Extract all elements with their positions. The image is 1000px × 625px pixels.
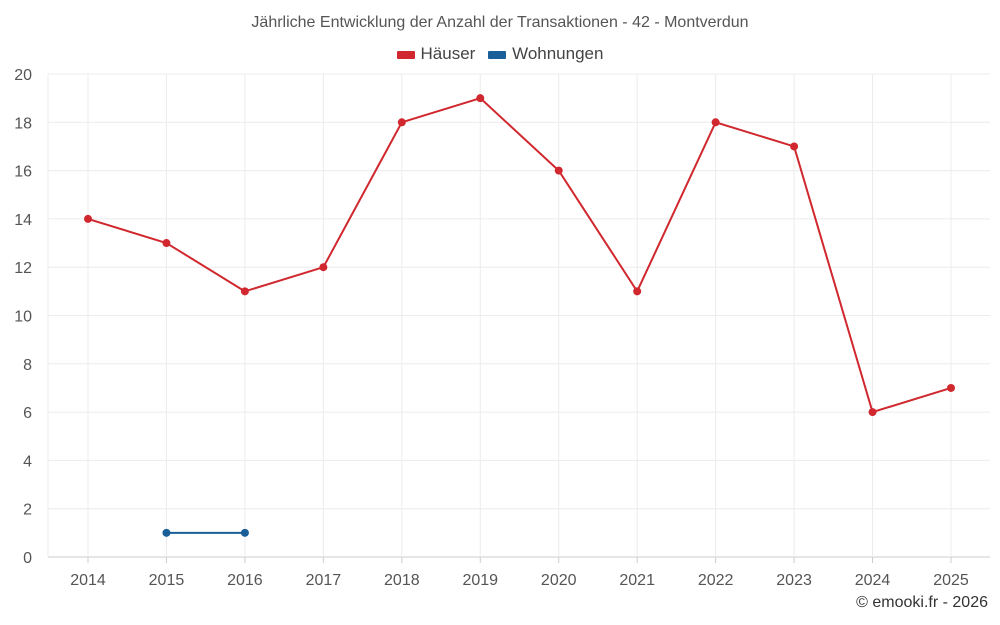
data-point-haeuser[interactable] <box>319 263 328 272</box>
credit-text: © emooki.fr - 2026 <box>856 594 988 611</box>
y-tick-label: 8 <box>23 357 32 374</box>
chart-legend: Häuser Wohnungen <box>0 44 1000 64</box>
data-point-haeuser[interactable] <box>397 118 406 127</box>
legend-label-wohnungen: Wohnungen <box>512 44 604 63</box>
data-point-haeuser[interactable] <box>554 166 563 175</box>
y-tick-label: 10 <box>14 309 32 326</box>
legend-swatch-haeuser <box>396 50 415 59</box>
data-point-haeuser[interactable] <box>868 408 877 417</box>
chart-title: Jährliche Entwicklung der Anzahl der Tra… <box>251 14 749 31</box>
x-tick-label: 2015 <box>149 572 185 589</box>
x-tick-label: 2016 <box>227 572 263 589</box>
y-tick-label: 14 <box>14 212 32 229</box>
data-point-wohnungen[interactable] <box>162 528 171 537</box>
series-line-haeuser <box>87 97 952 414</box>
x-tick-label: 2019 <box>462 572 498 589</box>
legend-item-wohnungen[interactable]: Wohnungen <box>488 44 603 64</box>
x-tick-label: 2014 <box>70 572 106 589</box>
legend-label-haeuser: Häuser <box>420 44 476 63</box>
x-tick-label: 2025 <box>933 572 969 589</box>
y-tick-label: 16 <box>14 164 32 181</box>
data-point-wohnungen[interactable] <box>240 528 249 537</box>
x-tick-label: 2020 <box>541 572 577 589</box>
x-tick-label: 2023 <box>776 572 812 589</box>
x-tick-label: 2018 <box>384 572 420 589</box>
data-point-haeuser[interactable] <box>240 287 249 296</box>
data-point-haeuser[interactable] <box>790 142 799 151</box>
series-group <box>84 94 955 537</box>
x-tick-label: 2021 <box>619 572 655 589</box>
data-point-haeuser[interactable] <box>633 287 642 296</box>
data-point-haeuser[interactable] <box>476 94 485 103</box>
data-point-haeuser[interactable] <box>711 118 720 127</box>
y-tick-label: 2 <box>23 502 32 519</box>
y-tick-label: 0 <box>23 550 32 567</box>
grid-lines <box>48 73 990 558</box>
y-tick-label: 18 <box>14 115 32 132</box>
axes: 0 2 4 6 8 10 12 14 16 18 20 2014 2015 2016 2017 2018 201… <box>14 67 969 589</box>
data-point-haeuser[interactable] <box>84 214 92 223</box>
x-tick-label: 2022 <box>698 572 734 589</box>
x-tick-label: 2017 <box>306 572 342 589</box>
y-tick-label: 4 <box>23 453 32 470</box>
legend-swatch-wohnungen <box>488 50 507 59</box>
y-tick-label: 12 <box>14 260 32 277</box>
data-point-haeuser[interactable] <box>947 383 955 392</box>
x-tick-label: 2024 <box>855 572 891 589</box>
y-tick-label: 20 <box>14 67 32 84</box>
data-point-haeuser[interactable] <box>162 239 171 248</box>
y-tick-label: 6 <box>23 405 32 422</box>
legend-item-haeuser[interactable]: Häuser <box>396 44 476 64</box>
